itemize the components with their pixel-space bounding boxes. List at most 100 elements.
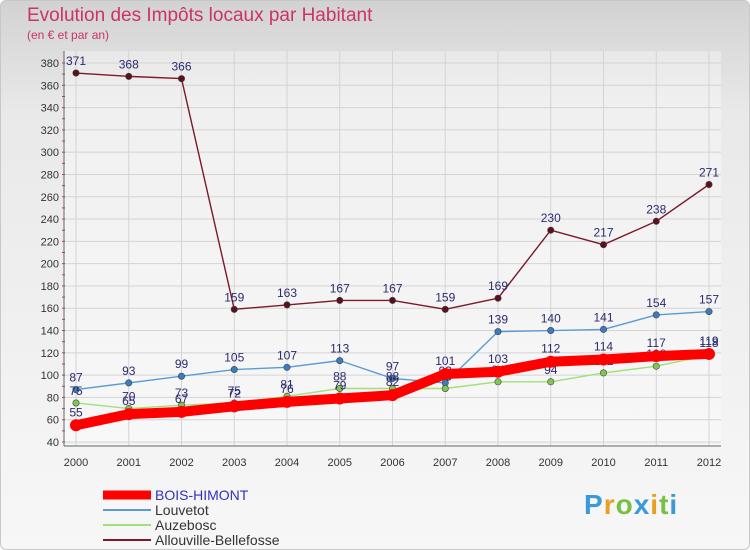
data-point-louvetot (283, 363, 291, 371)
legend-label-bois-himont: BOIS-HIMONT (155, 487, 249, 503)
x-tick-label: 2000 (64, 457, 88, 469)
y-tick-label: 360 (41, 80, 59, 92)
data-label-bois-himont: 119 (699, 334, 718, 348)
x-tick-label: 2006 (380, 457, 404, 469)
logo-letter: P (584, 489, 604, 520)
legend-label-louvetot: Louvetot (155, 502, 209, 518)
data-label-allouville-bellefosse: 271 (699, 166, 719, 180)
data-point-allouville-bellefosse (494, 294, 502, 302)
x-tick-label: 2002 (169, 457, 193, 469)
data-label-allouville-bellefosse: 368 (119, 57, 139, 71)
data-point-louvetot (599, 325, 607, 333)
data-point-allouville-bellefosse (599, 241, 607, 249)
legend-label-auzebosc: Auzebosc (155, 517, 216, 533)
y-tick-label: 80 (47, 392, 59, 404)
data-point-allouville-bellefosse (547, 226, 555, 234)
y-tick-label: 120 (41, 348, 59, 360)
data-label-auzebosc: 70 (122, 390, 136, 404)
y-tick-label: 320 (41, 125, 59, 137)
x-tick-label: 2004 (275, 457, 299, 469)
data-label-bois-himont: 55 (69, 405, 83, 419)
data-point-louvetot (547, 327, 555, 335)
data-label-allouville-bellefosse: 366 (171, 60, 191, 74)
data-point-louvetot (652, 311, 660, 319)
data-point-louvetot (125, 379, 133, 387)
data-label-bois-himont: 72 (228, 386, 242, 400)
x-tick-label: 2003 (222, 457, 246, 469)
data-point-bois-himont (650, 350, 663, 363)
data-point-allouville-bellefosse (72, 69, 80, 77)
x-tick-label: 2005 (328, 457, 352, 469)
data-point-louvetot (705, 308, 713, 316)
data-point-bois-himont (439, 368, 452, 381)
data-point-bois-himont (386, 389, 399, 402)
data-label-bois-himont: 82 (386, 375, 400, 389)
y-tick-label: 280 (41, 169, 59, 181)
data-point-allouville-bellefosse (178, 75, 186, 83)
data-point-louvetot (72, 386, 80, 394)
data-label-allouville-bellefosse: 159 (224, 290, 244, 304)
data-label-louvetot: 141 (593, 310, 613, 324)
data-label-bois-himont: 65 (122, 394, 136, 408)
x-tick-label: 2012 (697, 457, 721, 469)
data-point-allouville-bellefosse (652, 217, 660, 225)
proxiti-logo: Proxiti (584, 489, 678, 521)
logo-letter: i (650, 489, 660, 520)
logo-letter: o (615, 489, 634, 520)
data-point-bois-himont (228, 400, 241, 413)
logo-letter: i (669, 489, 679, 520)
data-label-allouville-bellefosse: 371 (66, 54, 86, 68)
data-label-bois-himont: 117 (647, 336, 666, 350)
data-label-louvetot: 87 (69, 371, 83, 385)
data-point-auzebosc (336, 384, 344, 392)
x-tick-label: 2011 (644, 457, 668, 469)
y-tick-label: 100 (41, 370, 59, 382)
data-label-allouville-bellefosse: 217 (593, 226, 613, 240)
data-point-allouville-bellefosse (283, 301, 291, 309)
data-label-allouville-bellefosse: 238 (646, 202, 666, 216)
data-point-bois-himont (122, 408, 135, 421)
data-label-bois-himont: 112 (541, 342, 560, 356)
y-tick-label: 60 (47, 415, 59, 427)
data-label-allouville-bellefosse: 159 (435, 290, 455, 304)
data-point-auzebosc (599, 369, 607, 377)
y-tick-label: 160 (41, 303, 59, 315)
y-tick-label: 340 (41, 103, 59, 115)
x-tick-label: 2007 (433, 457, 457, 469)
data-label-louvetot: 105 (224, 351, 244, 365)
y-tick-label: 200 (41, 259, 59, 271)
data-label-auzebosc: 73 (175, 386, 189, 400)
data-label-bois-himont: 76 (280, 382, 294, 396)
data-point-auzebosc (441, 384, 449, 392)
data-point-auzebosc (547, 378, 555, 386)
x-tick-label: 2008 (486, 457, 510, 469)
data-point-louvetot (388, 374, 396, 382)
data-label-louvetot: 97 (386, 359, 400, 373)
data-label-bois-himont: 103 (488, 352, 508, 366)
data-label-auzebosc: 88 (333, 369, 347, 383)
data-label-louvetot: 107 (277, 348, 297, 362)
data-label-allouville-bellefosse: 163 (277, 286, 297, 300)
data-label-louvetot: 140 (541, 312, 561, 326)
y-tick-label: 260 (41, 192, 59, 204)
data-point-auzebosc (494, 378, 502, 386)
chart-subtitle: (en € et par an) (27, 28, 110, 42)
data-label-louvetot: 154 (646, 296, 666, 310)
data-point-allouville-bellefosse (230, 305, 238, 313)
data-label-auzebosc: 81 (280, 377, 294, 391)
data-point-louvetot (494, 328, 502, 336)
data-label-louvetot: 113 (330, 342, 349, 356)
logo-letter: t (659, 489, 670, 520)
data-point-bois-himont (333, 392, 346, 405)
x-tick-label: 2009 (539, 457, 563, 469)
data-label-auzebosc: 75 (228, 384, 242, 398)
data-point-auzebosc (652, 362, 660, 370)
data-label-allouville-bellefosse: 167 (330, 281, 350, 295)
data-point-bois-himont (175, 405, 188, 418)
data-point-bois-himont (492, 365, 504, 378)
data-point-bois-himont (544, 355, 557, 368)
data-point-bois-himont (281, 395, 293, 408)
data-point-louvetot (336, 357, 344, 365)
data-label-auzebosc: 75 (69, 384, 83, 398)
